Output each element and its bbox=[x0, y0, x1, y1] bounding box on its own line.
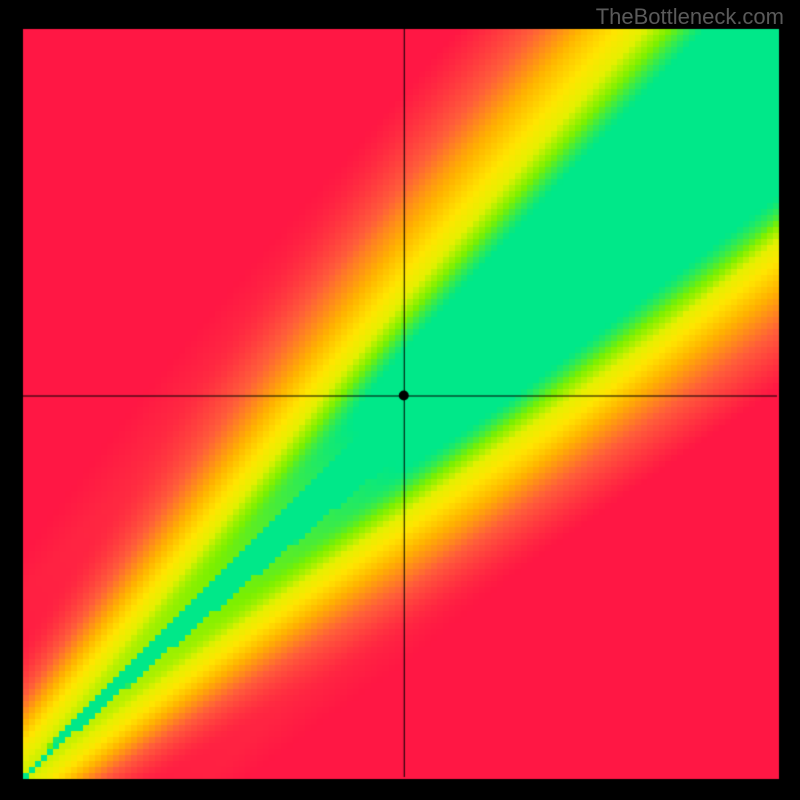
heatmap-canvas bbox=[0, 0, 800, 800]
attribution-text: TheBottleneck.com bbox=[596, 4, 784, 30]
chart-container: TheBottleneck.com bbox=[0, 0, 800, 800]
